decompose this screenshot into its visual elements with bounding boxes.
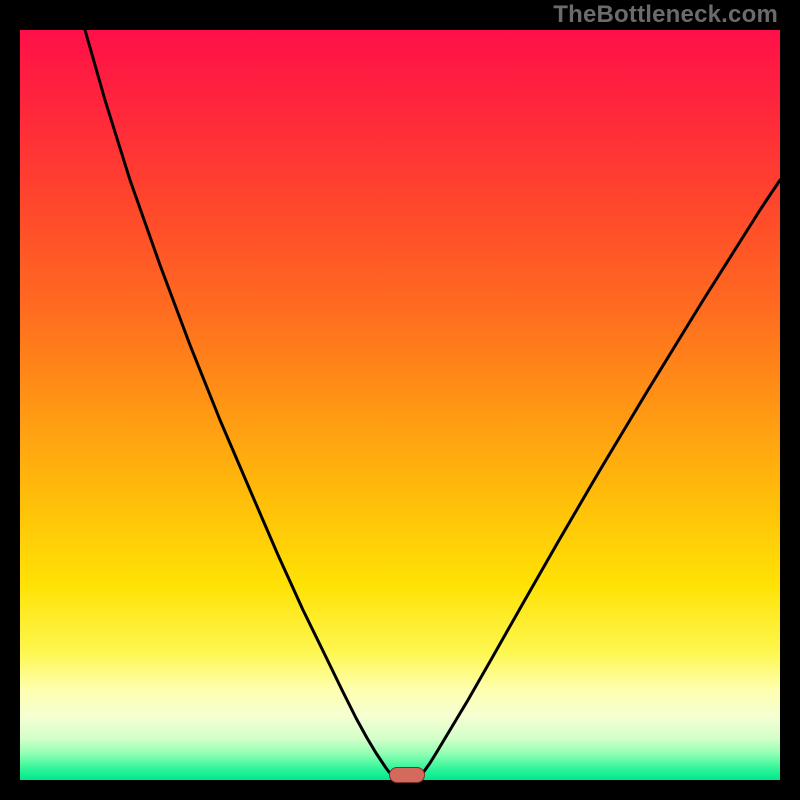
bottleneck-curve bbox=[20, 30, 780, 780]
minimum-marker bbox=[389, 767, 425, 783]
chart-outer-frame: TheBottleneck.com bbox=[0, 0, 800, 800]
watermark-text: TheBottleneck.com bbox=[553, 1, 778, 29]
plot-area bbox=[20, 30, 780, 780]
